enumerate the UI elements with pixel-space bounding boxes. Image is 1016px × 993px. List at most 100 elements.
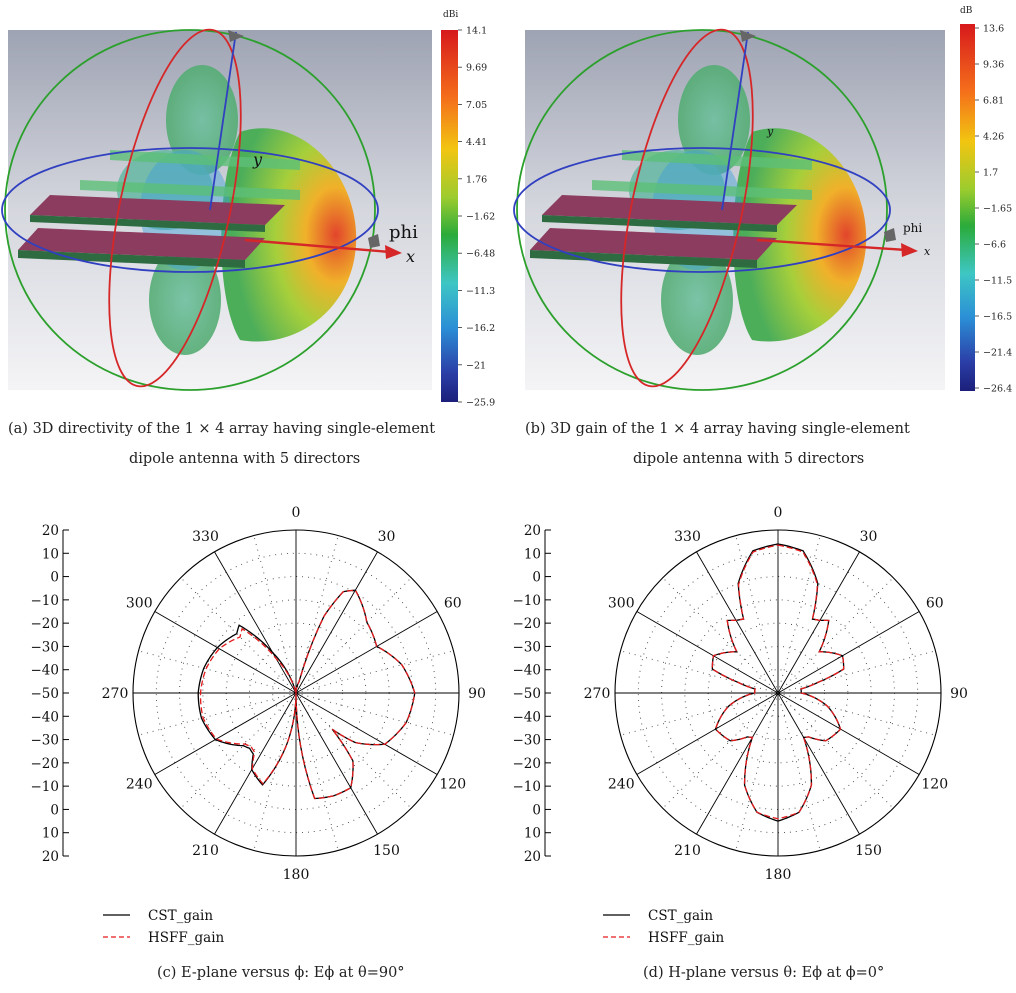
colorbar-tick-label: 14.1 bbox=[466, 26, 487, 37]
scale-label: −30 bbox=[31, 733, 60, 749]
main-lobe bbox=[733, 128, 867, 342]
scale-label: 20 bbox=[524, 849, 541, 865]
scale-label: 0 bbox=[532, 570, 541, 586]
colorbar-tick-label: 6.81 bbox=[983, 96, 1004, 107]
angle-label: 210 bbox=[192, 843, 219, 859]
legend-cst-label: CST_gain bbox=[148, 908, 213, 924]
colorbar-tick-label: 4.41 bbox=[466, 137, 487, 148]
blue-ring bbox=[513, 147, 891, 273]
substrate-edge bbox=[542, 215, 777, 232]
radial-grid-line bbox=[295, 692, 339, 851]
colorbar-tick-label: −11.5 bbox=[983, 276, 1012, 287]
radial-line bbox=[696, 692, 779, 835]
panel-a: y x phi bbox=[1, 28, 432, 391]
angle-label: 0 bbox=[292, 505, 301, 521]
substrate bbox=[18, 228, 265, 260]
colorbar-b-ticks: 13.6 9.36 6.81 4.26 1.7 −1.65 −6.6 −11.5 −16.5 −2… bbox=[975, 24, 1012, 395]
radial-line bbox=[696, 551, 779, 694]
radial-line bbox=[295, 692, 438, 775]
substrate-edge bbox=[530, 250, 757, 268]
radial-grid-line bbox=[138, 692, 297, 736]
z-axis bbox=[721, 31, 749, 211]
radial-line bbox=[636, 692, 779, 775]
angle-label: 30 bbox=[860, 529, 878, 545]
colorbar-tick-label: −25.9 bbox=[466, 398, 495, 409]
angle-label: 210 bbox=[674, 843, 701, 859]
colorbar-a: dBi 14.1 9.69 7.05 4.41 1.76 −1.62 −6.48 −11.3 −… bbox=[441, 10, 495, 409]
legend-cst-label: CST_gain bbox=[648, 908, 713, 924]
angle-label: 120 bbox=[921, 777, 948, 793]
radial-grid-line bbox=[777, 692, 936, 736]
angle-label: 330 bbox=[192, 529, 219, 545]
array-substrates bbox=[18, 150, 300, 268]
legend-hsff-label: HSFF_gain bbox=[648, 930, 725, 946]
phi-marker bbox=[884, 228, 896, 242]
radial-line bbox=[777, 611, 920, 694]
substrate bbox=[110, 150, 300, 170]
angle-label: 300 bbox=[126, 596, 153, 612]
radial-grid-line bbox=[735, 535, 779, 694]
radial-line bbox=[214, 551, 297, 694]
polar-chart-h-plane: 0 30 60 90 120 150 180 210 240 270 300 330 20 10 0 −10 −… bbox=[513, 505, 968, 883]
radial-grid-line bbox=[295, 692, 454, 736]
green-ring bbox=[4, 29, 376, 391]
angle-label: 90 bbox=[950, 686, 968, 702]
polar-chart-e-plane: 0 30 60 90 120 150 180 210 240 270 300 330 20 10 0 −10 −… bbox=[31, 505, 486, 883]
colorbar-a-unit: dBi bbox=[443, 10, 458, 20]
series-hsff-gain bbox=[711, 544, 845, 820]
angle-label: 150 bbox=[373, 843, 400, 859]
scale-label: −10 bbox=[31, 593, 60, 609]
radial-grid-line bbox=[662, 692, 779, 809]
colorbar-tick-label: −26.4 bbox=[983, 384, 1012, 395]
colorbar-b-bar bbox=[960, 24, 975, 391]
caption-b-line1: (b) 3D gain of the 1 × 4 array having si… bbox=[525, 421, 910, 437]
colorbar-tick-label: −6.48 bbox=[466, 249, 495, 260]
colorbar-a-ticks: 14.1 9.69 7.05 4.41 1.76 −1.62 −6.48 −11.3 −16.2… bbox=[458, 26, 495, 409]
scale-label: 10 bbox=[42, 546, 59, 562]
scale-label: −20 bbox=[513, 756, 542, 772]
panel-b: y x phi bbox=[513, 28, 945, 391]
legend-hsff-label: HSFF_gain bbox=[148, 930, 225, 946]
scale-label: −50 bbox=[31, 686, 60, 702]
radial-line bbox=[214, 692, 297, 835]
scale-label: −50 bbox=[513, 686, 542, 702]
scale-label: −10 bbox=[513, 779, 542, 795]
colorbar-tick-label: 9.69 bbox=[466, 63, 487, 74]
angle-label: 270 bbox=[102, 686, 129, 702]
colorbar-b-unit: dB bbox=[960, 6, 973, 16]
radial-grid-line bbox=[180, 692, 297, 809]
angle-label: 150 bbox=[855, 843, 882, 859]
z-axis bbox=[209, 31, 237, 211]
substrate bbox=[530, 228, 777, 260]
scale-label: 20 bbox=[524, 523, 541, 539]
radial-grid-line bbox=[662, 577, 779, 694]
radial-grid-line bbox=[777, 535, 821, 694]
angle-label: 60 bbox=[444, 596, 462, 612]
colorbar-tick-label: −16.5 bbox=[983, 312, 1012, 323]
scale-label: −20 bbox=[31, 756, 60, 772]
radial-line bbox=[295, 611, 438, 694]
scale-label: 10 bbox=[524, 546, 541, 562]
scale-label: −40 bbox=[513, 663, 542, 679]
scale-label: −40 bbox=[31, 663, 60, 679]
caption-a-line1: (a) 3D directivity of the 1 × 4 array ha… bbox=[8, 421, 435, 437]
phi-label: phi bbox=[903, 221, 922, 235]
scale-label: −10 bbox=[31, 779, 60, 795]
x-axis-arrow bbox=[244, 238, 402, 259]
colorbar-tick-label: −1.65 bbox=[983, 204, 1012, 215]
angle-label: 270 bbox=[584, 686, 611, 702]
caption-d: (d) H-plane versus θ: Eϕ at ϕ=0° bbox=[643, 965, 884, 981]
y-axis-label: y bbox=[252, 150, 263, 169]
radial-grid-line bbox=[295, 577, 412, 694]
blue-ring bbox=[1, 147, 379, 273]
red-ring bbox=[108, 28, 242, 388]
radial-line bbox=[154, 611, 297, 694]
colorbar-tick-label: −6.6 bbox=[983, 240, 1006, 251]
radial-grid-line bbox=[138, 650, 297, 694]
colorbar-tick-label: −21 bbox=[466, 360, 486, 371]
radial-grid-line bbox=[777, 577, 894, 694]
radial-grid-line bbox=[253, 535, 297, 694]
coordinate-rings bbox=[1, 28, 379, 391]
colorbar-tick-label: 9.36 bbox=[983, 60, 1004, 71]
